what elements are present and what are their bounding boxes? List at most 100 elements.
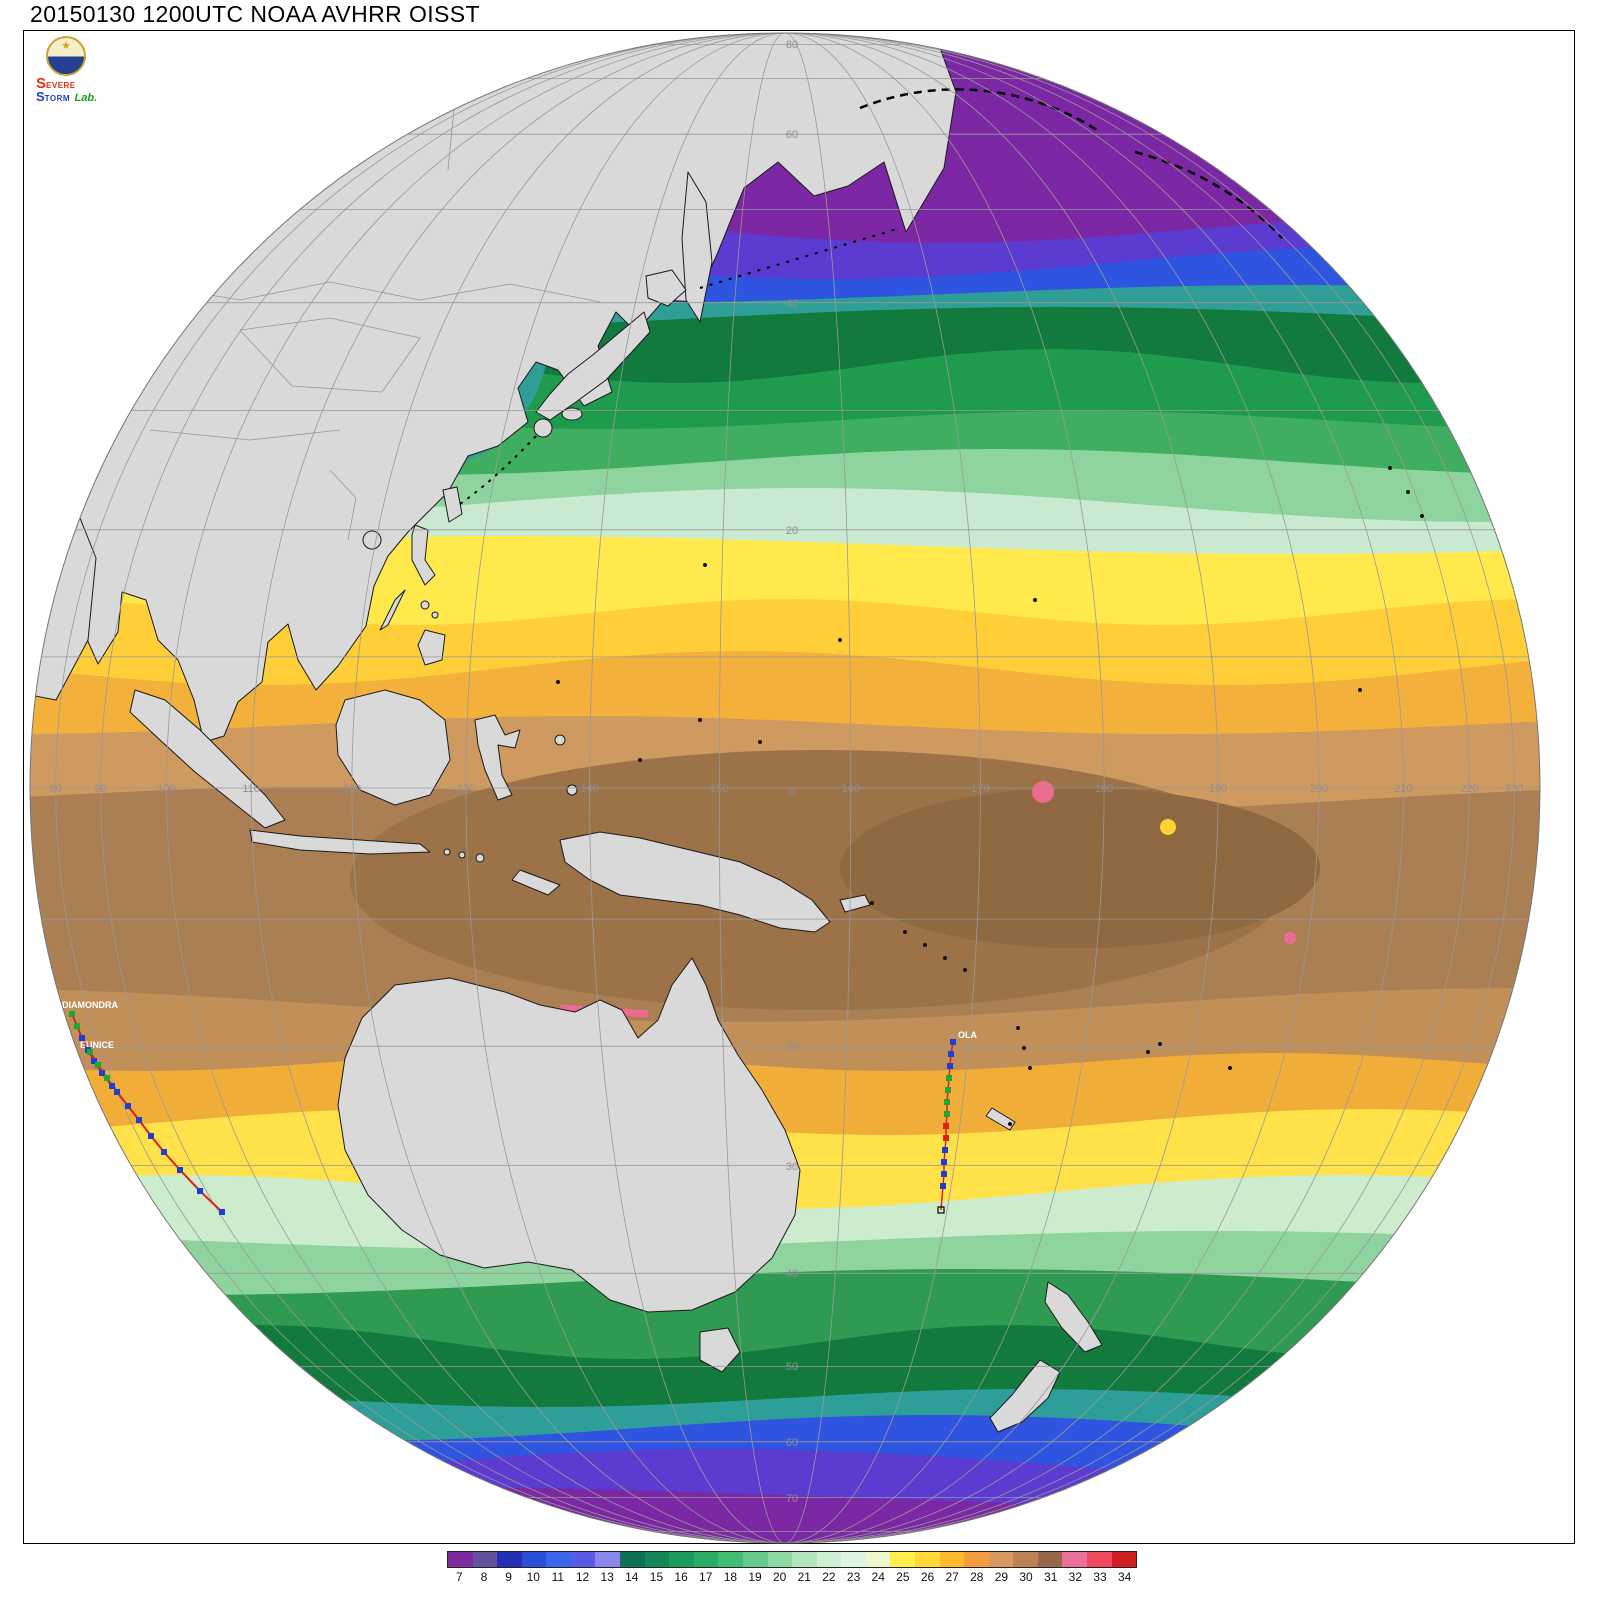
- track-point-marker: [109, 1083, 115, 1089]
- track-point-marker: [74, 1023, 80, 1029]
- latitude-label: 70: [786, 1493, 798, 1505]
- colorbar-label: 8: [480, 1570, 488, 1584]
- colorbar-swatch: [841, 1552, 866, 1567]
- island-speck: [1228, 1066, 1232, 1070]
- colorbar-swatch: [816, 1552, 842, 1567]
- track-point-marker: [942, 1147, 948, 1153]
- cyclone-tracks: DIAMONDRA EUNICE OLA: [62, 1000, 977, 1215]
- latitude-label: 60: [786, 129, 798, 141]
- island-speck: [1028, 1066, 1032, 1070]
- colorbar-swatch: [669, 1552, 694, 1567]
- latitude-label: 60: [786, 1437, 798, 1449]
- land-hainan: [362, 530, 382, 550]
- colorbar-label: 20: [772, 1570, 787, 1584]
- track-point-marker: [177, 1167, 183, 1173]
- track-label-eunice: EUNICE: [80, 1040, 114, 1050]
- track-point-marker: [943, 1135, 949, 1141]
- island-speck: [838, 638, 842, 642]
- track-point-marker: [944, 1111, 950, 1117]
- land-palawan: [379, 589, 406, 631]
- track-point-marker: [91, 1058, 97, 1064]
- longitude-label: 110: [242, 783, 260, 795]
- track-point-marker: [947, 1063, 953, 1069]
- island-speck: [1420, 514, 1424, 518]
- land-sulawesi: [474, 714, 521, 801]
- island-speck: [963, 968, 967, 972]
- track-point-marker: [114, 1089, 120, 1095]
- colorbar-label: 34: [1117, 1570, 1132, 1584]
- track-point-marker: [946, 1075, 952, 1081]
- longitude-label: 220: [1460, 783, 1478, 795]
- sst-colorbar: 7 8 9 10 11 12 13 14 15 16 17 18 19 20 21 22 23 24 25 26 27 2…: [447, 1551, 1137, 1584]
- colorbar-swatch: [865, 1552, 891, 1567]
- track-point-marker: [950, 1039, 956, 1045]
- island-speck: [1358, 688, 1362, 692]
- colorbar-swatch: [472, 1552, 498, 1567]
- land-borneo: [335, 689, 451, 806]
- island-speck: [698, 718, 702, 722]
- colorbar-label: 31: [1044, 1570, 1058, 1584]
- colorbar-label: 17: [699, 1570, 713, 1584]
- colorbar-label: 32: [1068, 1570, 1083, 1584]
- track-point-marker: [79, 1035, 85, 1041]
- coastline-dashes: [459, 88, 1283, 505]
- graticule: [30, 33, 1540, 1543]
- longitude-label: 150: [710, 783, 728, 795]
- colorbar-swatch: [890, 1552, 915, 1567]
- land-mindanao: [417, 629, 446, 666]
- land-tasmania: [699, 1327, 741, 1373]
- colorbar-swatch: [620, 1552, 645, 1567]
- colorbar-swatch: [767, 1552, 793, 1567]
- land-visayas: [431, 611, 439, 619]
- island-speck: [923, 943, 927, 947]
- colorbar-swatch: [1062, 1552, 1088, 1567]
- track-label-diamondra: DIAMONDRA: [62, 1000, 118, 1010]
- latitude-label: 20: [786, 1041, 798, 1053]
- hot-spot: [1284, 932, 1296, 944]
- colorbar-swatch: [914, 1552, 940, 1567]
- longitude-label: 190: [1209, 783, 1227, 795]
- colorbar-label: 10: [526, 1570, 540, 1584]
- latitude-labels: 80 60 40 20 0 20 30 40 50 60 70: [786, 39, 798, 1505]
- land-seram: [566, 784, 578, 796]
- island-speck: [556, 680, 560, 684]
- island-speck: [638, 758, 642, 762]
- cool-spot: [1160, 819, 1176, 835]
- latitude-label: 80: [786, 39, 798, 51]
- longitude-label: 230: [1505, 783, 1523, 795]
- track-point-marker: [944, 1099, 950, 1105]
- island-speck: [1158, 1042, 1162, 1046]
- latitude-label: 30: [786, 1161, 798, 1173]
- longitude-label: 170: [971, 783, 989, 795]
- track-label-ola: OLA: [958, 1030, 977, 1040]
- island-speck: [1022, 1046, 1026, 1050]
- colorbar-label: 12: [575, 1570, 590, 1584]
- colorbar-swatch: [448, 1552, 473, 1567]
- colorbar-label: 27: [945, 1570, 959, 1584]
- colorbar-label: 18: [723, 1570, 738, 1584]
- track-point-marker: [136, 1117, 142, 1123]
- colorbar-swatch: [521, 1552, 547, 1567]
- star-icon: ★: [61, 40, 71, 52]
- track-point-marker: [104, 1075, 110, 1081]
- colorbar-label: 26: [920, 1570, 935, 1584]
- colorbar-swatch: [988, 1552, 1014, 1567]
- warm-pool-core-dark: [840, 788, 1320, 948]
- colorbar-label: 21: [797, 1570, 811, 1584]
- latitude-label: 20: [786, 525, 798, 537]
- colorbar-label: 22: [822, 1570, 836, 1584]
- colorbar-label: 25: [896, 1570, 910, 1584]
- land-new-caledonia: [985, 1107, 1016, 1131]
- track-point-marker: [148, 1133, 154, 1139]
- track-point-marker: [941, 1171, 947, 1177]
- colorbar-label: 28: [970, 1570, 984, 1584]
- land-new-guinea: [559, 831, 831, 933]
- longitude-label: 90: [95, 783, 107, 795]
- track-point-marker: [125, 1103, 131, 1109]
- land-java: [249, 829, 431, 855]
- logo-severe-rest: EVERE: [46, 81, 76, 90]
- island-speck: [1146, 1050, 1150, 1054]
- colorbar-swatch: [546, 1552, 571, 1567]
- longitude-label: 140: [580, 783, 598, 795]
- colorbar-label-row: 7 8 9 10 11 12 13 14 15 16 17 18 19 20 21 22 23 24 25 26 27 2…: [447, 1570, 1137, 1584]
